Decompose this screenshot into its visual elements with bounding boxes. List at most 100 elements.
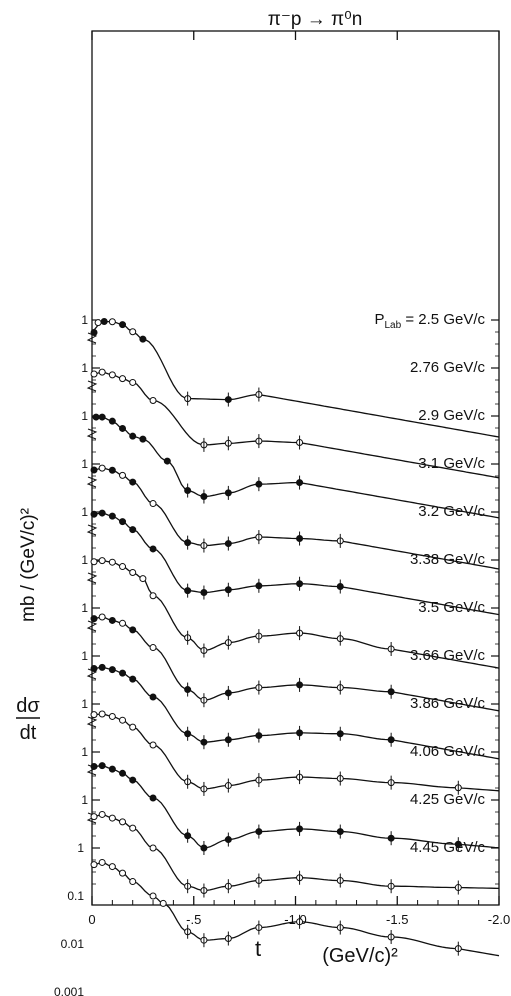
data-point: [90, 466, 98, 474]
plab-equals: =: [401, 311, 418, 328]
fit-curve: [91, 814, 500, 892]
data-point: [149, 545, 157, 553]
series-group: 2.9 GeV/c: [92, 407, 500, 519]
x-tick-label: -.5: [186, 912, 201, 927]
series-name: 3.5 GeV/c: [418, 599, 485, 616]
y-axis-ticks: 0.001 0.01 0.1 1 1 1 1 1 1 1 1 1 1 1 1: [54, 313, 499, 996]
data-point: [98, 762, 106, 770]
data-point: [129, 824, 137, 832]
data-point: [119, 563, 127, 571]
data-point: [90, 813, 98, 821]
data-point: [100, 318, 108, 326]
data-point: [119, 321, 127, 329]
data-point: [108, 466, 116, 474]
series-name: 4.25 GeV/c: [410, 791, 486, 808]
x-axis-unit: (GeV/c)²: [322, 945, 398, 967]
fit-curve: [91, 713, 500, 792]
fit-curve: [91, 512, 500, 616]
data-point: [98, 858, 106, 866]
data-point: [129, 432, 137, 440]
fit-curve: [91, 320, 500, 438]
y-ref-label: 1: [81, 553, 88, 567]
series-label: 4.25 GeV/c: [410, 791, 486, 808]
series-group: 3.5 GeV/c: [90, 599, 500, 712]
axis-break-mark: [86, 428, 98, 440]
x-tick-label: -2.0: [488, 912, 510, 927]
data-point: [119, 669, 127, 677]
axis-break-mark: [86, 572, 98, 584]
data-point: [129, 526, 137, 534]
axis-break-mark: [86, 716, 98, 728]
axis-break-mark: [86, 380, 98, 392]
data-point: [119, 619, 127, 627]
series-label: PLab = 2.5 GeV/c: [374, 311, 485, 331]
y-label-numerator: dσ: [16, 695, 40, 717]
data-point: [149, 892, 157, 900]
series-label: 3.1 GeV/c: [418, 455, 485, 472]
y-ref-label: 1: [81, 601, 88, 615]
data-point: [90, 861, 98, 869]
data-point: [149, 693, 157, 701]
y-ref-label: 1: [81, 313, 88, 327]
data-point: [98, 413, 106, 421]
y-ref-label: 1: [81, 649, 88, 663]
data-point: [108, 666, 116, 674]
series-group: 3.86 GeV/c: [90, 695, 500, 796]
data-point: [98, 368, 106, 376]
y-tick-label: 1: [77, 841, 84, 855]
data-point: [119, 716, 127, 724]
data-point: [149, 644, 157, 652]
series-name: 3.38 GeV/c: [410, 551, 486, 568]
series-label: 3.2 GeV/c: [418, 503, 485, 520]
series-label: 4.45 GeV/c: [410, 839, 486, 856]
x-tick-label: -1.5: [386, 912, 408, 927]
y-ref-label: 1: [81, 745, 88, 759]
fit-curve: [91, 616, 500, 712]
data-point: [108, 814, 116, 822]
x-axis-ticks: 0 -.5 -1.0 -1.5 -2.0: [88, 31, 510, 927]
y-ref-label: 1: [81, 697, 88, 711]
data-point: [98, 557, 106, 565]
data-point: [108, 417, 116, 425]
plab-subscript: Lab: [385, 320, 402, 331]
data-point: [129, 776, 137, 784]
series-name: 2.9 GeV/c: [418, 407, 485, 424]
chart-title: π⁻p → π⁰n: [268, 9, 363, 30]
data-point: [98, 509, 106, 517]
data-point: [129, 723, 137, 731]
axis-break-mark: [86, 620, 98, 632]
series-label: 3.66 GeV/c: [410, 647, 486, 664]
fit-curve: [91, 862, 500, 957]
data-point: [108, 863, 116, 871]
data-point: [98, 710, 106, 718]
data-point: [129, 878, 137, 886]
data-point: [139, 335, 147, 343]
series-name: 2.5 GeV/c: [418, 311, 485, 328]
y-label-unit: mb / (GeV/c)²: [18, 508, 39, 622]
series-name: 4.06 GeV/c: [410, 743, 486, 760]
fit-curve: [92, 416, 500, 519]
y-axis-title: dσ dt mb / (GeV/c)²: [16, 508, 40, 744]
series-group: 3.2 GeV/c: [90, 503, 500, 616]
data-point: [98, 663, 106, 671]
y-tick-label: 0.01: [61, 937, 85, 951]
data-point: [149, 794, 157, 802]
data-point: [92, 413, 100, 421]
y-label-denominator: dt: [20, 722, 37, 744]
series-group: 3.1 GeV/c: [90, 455, 500, 570]
series-layer: PLab = 2.5 GeV/c 2.76 GeV/c 2.9 GeV/c 3.1 G…: [90, 311, 500, 957]
data-point: [159, 899, 167, 907]
y-ref-label: 1: [81, 409, 88, 423]
data-point: [139, 575, 147, 583]
data-point: [129, 675, 137, 683]
data-point: [149, 844, 157, 852]
series-label: 2.9 GeV/c: [418, 407, 485, 424]
data-point: [149, 500, 157, 508]
y-ref-label: 1: [81, 793, 88, 807]
data-point: [108, 371, 116, 379]
y-tick-label: 0.1: [67, 889, 84, 903]
data-point: [119, 869, 127, 877]
series-name: 3.86 GeV/c: [410, 695, 486, 712]
data-point: [98, 464, 106, 472]
data-point: [90, 762, 98, 770]
